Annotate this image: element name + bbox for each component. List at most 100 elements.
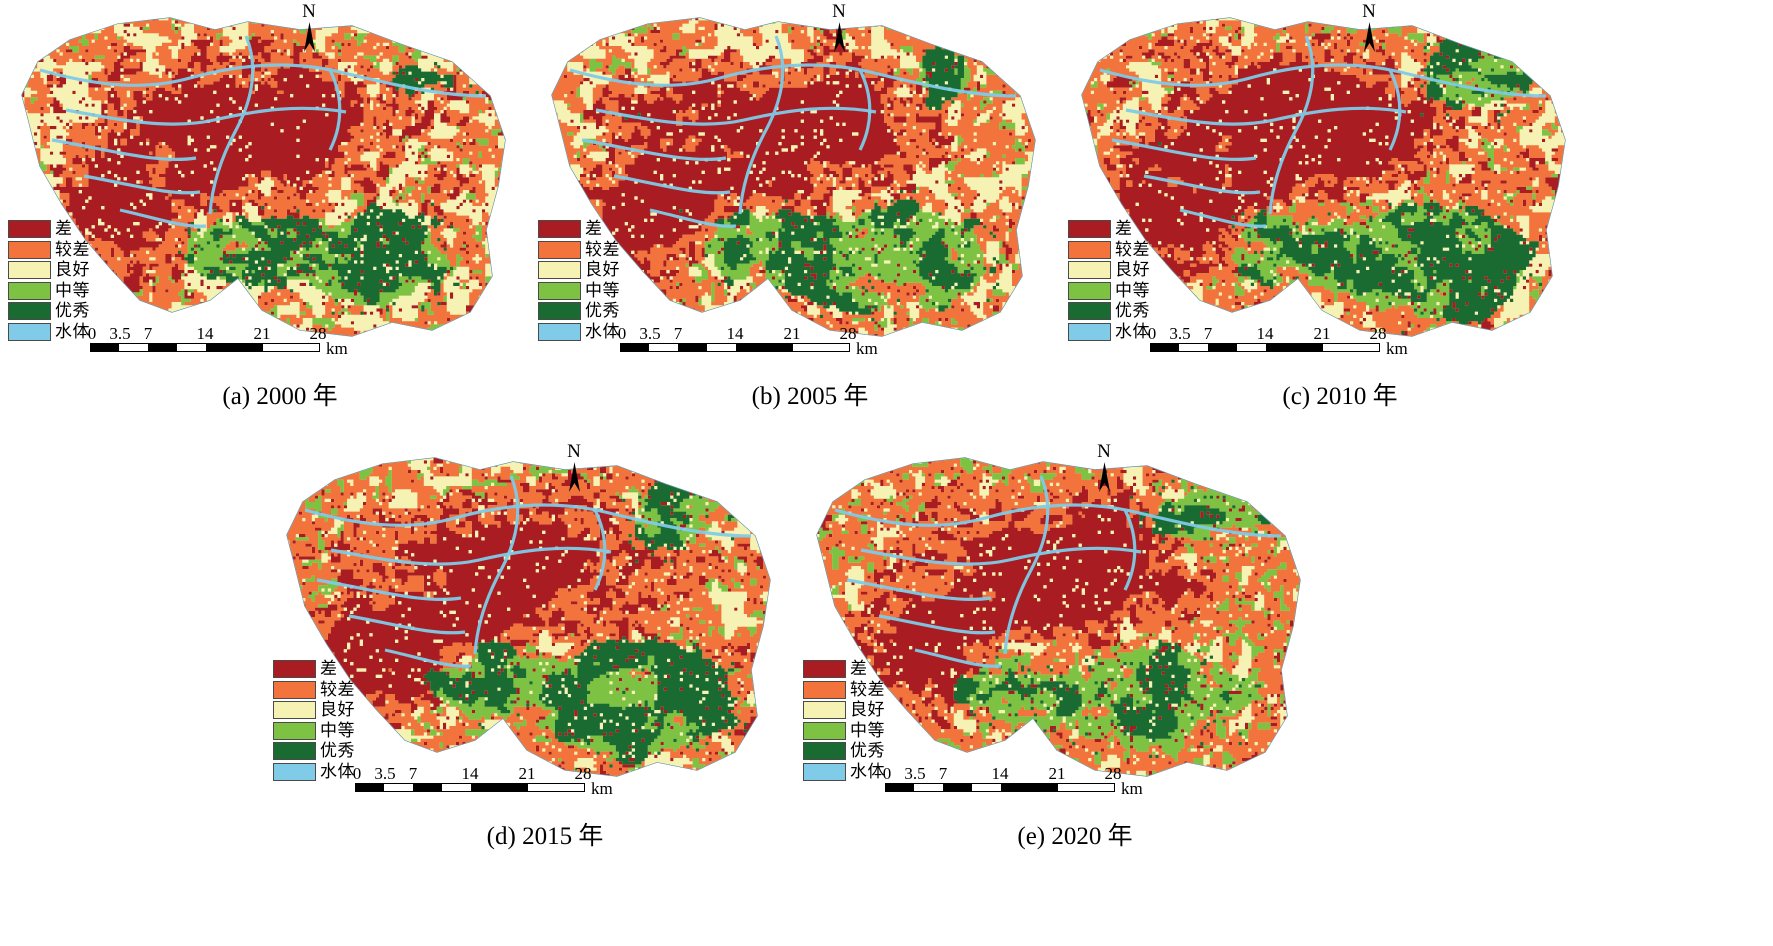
scalebar-tick: 28 [309, 324, 327, 343]
scalebar-tick: 3.5 [1169, 324, 1191, 343]
legend-label-excellent: 优秀 [1115, 301, 1150, 322]
scalebar-tick: 28 [1104, 764, 1122, 783]
legend-item: 良好 [538, 260, 620, 281]
legend-e: 差 较差 良好 中等 优秀 水体 [803, 659, 885, 782]
map-render-b [551, 17, 1036, 337]
legend-label-water: 水体 [55, 321, 90, 342]
scalebar-tick: 14 [726, 324, 744, 343]
legend-swatch-good [273, 701, 316, 720]
scalebar-unit-a: km [326, 339, 348, 358]
north-label-a: N [302, 1, 316, 22]
legend-item: 水体 [273, 762, 355, 783]
legend-item: 较差 [538, 240, 620, 261]
scalebar-tick: 7 [408, 764, 418, 783]
panel-caption-a: (a) 2000 年 [222, 383, 338, 410]
scalebar-bar-d [355, 783, 585, 792]
legend-label-water: 水体 [1115, 321, 1150, 342]
legend-item: 差 [1068, 219, 1150, 240]
north-arrow-icon-a [303, 22, 315, 52]
legend-b: 差 较差 良好 中等 优秀 水体 [538, 219, 620, 342]
legend-label-water: 水体 [850, 761, 885, 782]
panel-caption-e: (e) 2020 年 [1017, 823, 1133, 850]
north-arrow-c: N [1356, 2, 1382, 52]
scalebar-tick: 21 [253, 324, 271, 343]
scalebar-unit-d: km [591, 779, 613, 798]
legend-item: 水体 [1068, 322, 1150, 343]
scalebar-e: 0 3.5 7 14 21 28 km [882, 764, 1143, 797]
legend-item: 差 [273, 659, 355, 680]
legend-swatch-water [803, 762, 846, 781]
north-arrow-e: N [1091, 442, 1117, 492]
north-arrow-b: N [826, 2, 852, 52]
north-arrow-icon-c [1363, 22, 1375, 52]
legend-item: 优秀 [803, 741, 885, 762]
north-arrow-icon-d [568, 462, 580, 492]
scalebar-unit-b: km [856, 339, 878, 358]
legend-label-water: 水体 [585, 321, 620, 342]
map-image-e [795, 440, 1315, 810]
legend-label-fair: 较差 [585, 239, 620, 260]
scalebar-tick: 3.5 [639, 324, 661, 343]
legend-item: 优秀 [1068, 301, 1150, 322]
legend-label-poor: 差 [1115, 219, 1133, 240]
map-panel-a: N 差 较差 良好 中等 [0, 0, 560, 440]
scalebar-ticks-a: 0 3.5 7 14 21 28 [88, 324, 327, 343]
scalebar-d: 0 3.5 7 14 21 28 km [352, 764, 613, 797]
scalebar-tick: 21 [1313, 324, 1331, 343]
legend-swatch-medium [1068, 281, 1111, 300]
scalebar-tick: 21 [1048, 764, 1066, 783]
scalebar-tick: 21 [783, 324, 801, 343]
legend-item: 中等 [273, 721, 355, 742]
legend-label-poor: 差 [850, 659, 868, 680]
scalebar-tick: 7 [938, 764, 948, 783]
panel-caption-b: (b) 2005 年 [751, 383, 869, 410]
legend-c: 差 较差 良好 中等 优秀 水体 [1068, 219, 1150, 342]
legend-label-water: 水体 [320, 761, 355, 782]
legend-item: 较差 [1068, 240, 1150, 261]
scalebar-tick: 0 [882, 764, 892, 783]
map-render-c [1081, 17, 1566, 337]
scalebar-tick: 0 [352, 764, 362, 783]
scalebar-tick: 14 [991, 764, 1009, 783]
legend-label-excellent: 优秀 [320, 741, 355, 762]
legend-label-good: 良好 [320, 700, 355, 721]
legend-swatch-poor [538, 220, 581, 239]
north-arrow-d: N [561, 442, 587, 492]
north-label-e: N [1097, 441, 1111, 462]
legend-swatch-good [8, 261, 51, 280]
scalebar-ticks-e: 0 3.5 7 14 21 28 [882, 764, 1122, 783]
scalebar-tick: 3.5 [109, 324, 131, 343]
legend-item: 良好 [8, 260, 90, 281]
scalebar-bar-c [1150, 343, 1380, 352]
scalebar-unit-c: km [1386, 339, 1408, 358]
scalebar-tick: 7 [1203, 324, 1213, 343]
legend-label-poor: 差 [320, 659, 338, 680]
scalebar-tick: 14 [196, 324, 214, 343]
legend-item: 良好 [803, 700, 885, 721]
legend-item: 差 [803, 659, 885, 680]
legend-swatch-water [1068, 322, 1111, 341]
legend-swatch-water [538, 322, 581, 341]
legend-item: 差 [538, 219, 620, 240]
legend-swatch-fair [273, 680, 316, 699]
legend-swatch-good [803, 701, 846, 720]
scalebar-bar-a [90, 343, 320, 352]
legend-label-good: 良好 [55, 260, 90, 281]
legend-swatch-medium [8, 281, 51, 300]
legend-label-medium: 中等 [55, 280, 90, 301]
map-render-e [816, 457, 1301, 777]
legend-swatch-fair [538, 240, 581, 259]
legend-swatch-good [538, 261, 581, 280]
scalebar-tick: 3.5 [904, 764, 926, 783]
legend-item: 优秀 [538, 301, 620, 322]
map-image-c [1060, 0, 1580, 370]
legend-label-medium: 中等 [1115, 280, 1150, 301]
legend-label-good: 良好 [850, 700, 885, 721]
north-arrow-a: N [296, 2, 322, 52]
map-image-a [0, 0, 520, 370]
legend-label-good: 良好 [585, 260, 620, 281]
legend-label-medium: 中等 [585, 280, 620, 301]
scalebar-ticks-c: 0 3.5 7 14 21 28 [1147, 324, 1387, 343]
legend-label-excellent: 优秀 [55, 301, 90, 322]
scalebar-tick: 0 [1147, 324, 1157, 343]
